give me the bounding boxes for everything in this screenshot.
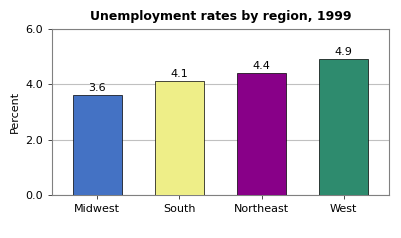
- Text: 4.9: 4.9: [335, 47, 353, 57]
- Text: 4.1: 4.1: [170, 69, 188, 79]
- Bar: [237, 73, 286, 195]
- Title: Unemployment rates by region, 1999: Unemployment rates by region, 1999: [90, 10, 351, 23]
- Bar: [319, 59, 369, 195]
- Bar: [73, 95, 122, 195]
- Y-axis label: Percent: Percent: [10, 91, 20, 133]
- Text: 4.4: 4.4: [253, 61, 271, 71]
- Text: 3.6: 3.6: [89, 83, 106, 93]
- Bar: [155, 81, 204, 195]
